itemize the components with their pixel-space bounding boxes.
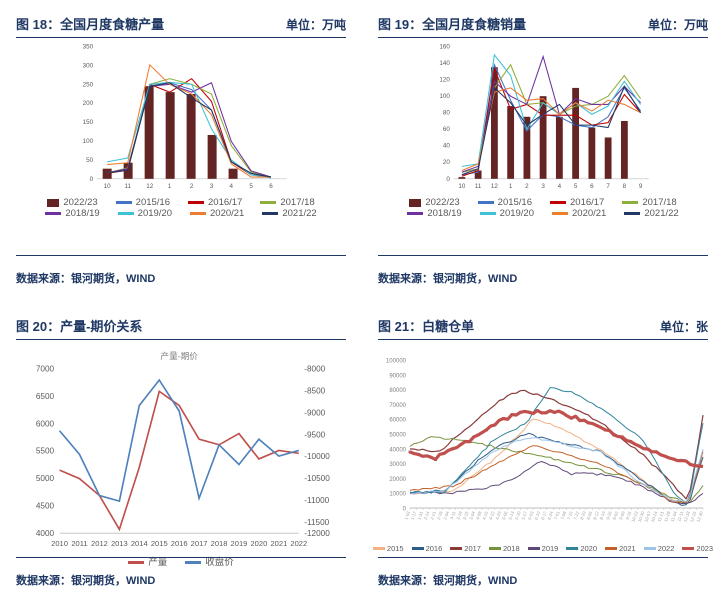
svg-text:50: 50 [86, 157, 93, 164]
svg-text:产量-期价: 产量-期价 [160, 350, 198, 361]
svg-text:3: 3 [541, 183, 545, 190]
svg-text:6: 6 [269, 183, 273, 190]
svg-text:4: 4 [558, 183, 562, 190]
svg-text:2015: 2015 [151, 539, 168, 548]
svg-text:2010: 2010 [51, 539, 68, 548]
svg-text:5500: 5500 [36, 447, 55, 456]
svg-text:7000: 7000 [36, 365, 55, 374]
svg-text:100000: 100000 [386, 359, 407, 365]
svg-text:-9000: -9000 [304, 408, 325, 417]
svg-text:-12000: -12000 [304, 529, 330, 538]
svg-text:40000: 40000 [389, 447, 406, 453]
svg-text:20: 20 [443, 159, 450, 166]
svg-text:2: 2 [190, 183, 194, 190]
svg-text:0: 0 [446, 176, 450, 183]
svg-text:160: 160 [439, 44, 450, 51]
svg-text:-8500: -8500 [304, 386, 325, 395]
svg-text:100: 100 [439, 93, 450, 100]
svg-text:5: 5 [574, 183, 578, 190]
svg-text:2018: 2018 [211, 539, 228, 548]
svg-text:3: 3 [210, 183, 214, 190]
svg-text:50000: 50000 [389, 433, 406, 439]
svg-text:2020: 2020 [250, 539, 267, 548]
svg-text:1: 1 [168, 183, 172, 190]
svg-text:140: 140 [439, 60, 450, 67]
svg-text:350: 350 [83, 44, 94, 51]
svg-text:200: 200 [83, 100, 94, 107]
svg-text:60000: 60000 [389, 418, 406, 424]
svg-text:1: 1 [509, 183, 513, 190]
svg-text:2011: 2011 [71, 539, 87, 548]
svg-text:-11500: -11500 [304, 518, 329, 527]
svg-text:80: 80 [443, 110, 450, 117]
svg-text:-11000: -11000 [304, 496, 329, 505]
svg-text:250: 250 [83, 81, 94, 88]
svg-text:-10500: -10500 [304, 474, 330, 483]
svg-text:2014: 2014 [131, 539, 148, 548]
svg-text:-8000: -8000 [304, 365, 325, 374]
svg-text:150: 150 [83, 119, 94, 126]
svg-text:80000: 80000 [389, 388, 406, 394]
svg-text:0: 0 [90, 176, 94, 183]
svg-text:10: 10 [104, 183, 111, 190]
svg-text:9: 9 [639, 183, 643, 190]
svg-text:12: 12 [491, 183, 498, 190]
svg-text:2021: 2021 [270, 539, 287, 548]
svg-text:12: 12 [146, 183, 153, 190]
svg-text:20000: 20000 [389, 477, 406, 483]
svg-text:120: 120 [439, 77, 450, 84]
svg-text:7: 7 [606, 183, 610, 190]
svg-text:30000: 30000 [389, 462, 406, 468]
svg-text:2019: 2019 [231, 539, 248, 548]
svg-text:2012: 2012 [91, 539, 108, 548]
svg-text:5: 5 [249, 183, 253, 190]
svg-text:8: 8 [623, 183, 627, 190]
svg-text:90000: 90000 [389, 373, 406, 379]
svg-text:6000: 6000 [36, 419, 55, 428]
svg-text:70000: 70000 [389, 403, 406, 409]
svg-text:11: 11 [475, 183, 482, 190]
svg-text:-9500: -9500 [304, 430, 325, 439]
svg-text:60: 60 [443, 126, 450, 133]
svg-text:2013: 2013 [111, 539, 128, 548]
svg-text:2022: 2022 [290, 539, 307, 548]
svg-text:100: 100 [83, 138, 94, 145]
svg-text:4: 4 [230, 183, 234, 190]
svg-text:2: 2 [525, 183, 529, 190]
svg-text:6500: 6500 [36, 392, 55, 401]
svg-text:10000: 10000 [389, 492, 406, 498]
svg-text:11: 11 [124, 183, 131, 190]
svg-text:5000: 5000 [36, 474, 55, 483]
svg-text:300: 300 [83, 62, 94, 69]
svg-text:2016: 2016 [171, 539, 188, 548]
svg-text:2017: 2017 [191, 539, 208, 548]
svg-text:12-30: 12-30 [695, 510, 704, 523]
svg-text:40: 40 [443, 143, 450, 150]
svg-text:4000: 4000 [36, 529, 55, 538]
svg-text:4500: 4500 [36, 502, 55, 511]
svg-text:6: 6 [590, 183, 594, 190]
svg-text:10: 10 [458, 183, 465, 190]
svg-text:-10000: -10000 [304, 452, 330, 461]
